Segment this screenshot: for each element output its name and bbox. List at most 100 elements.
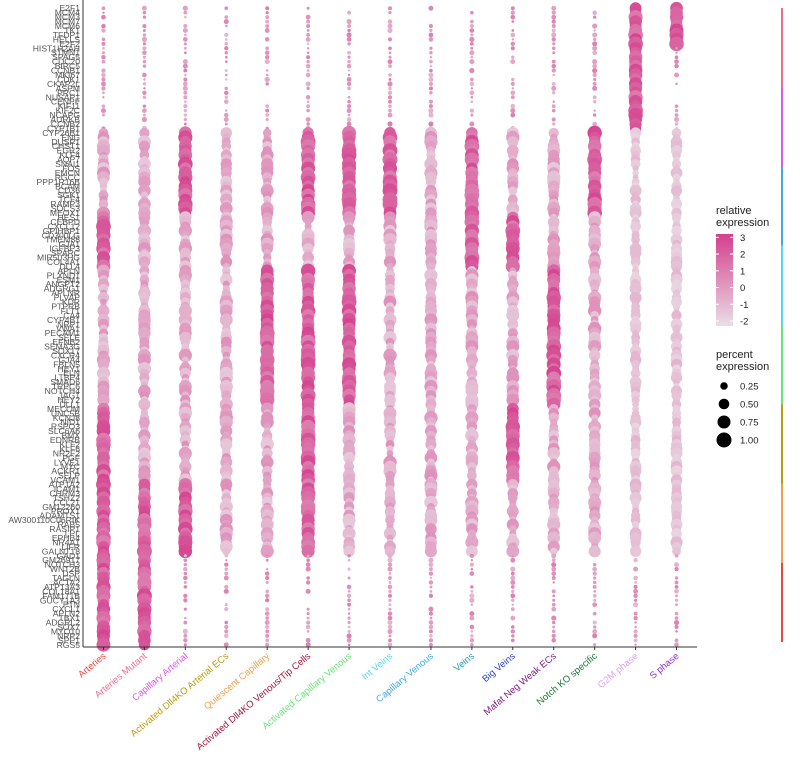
dot-HELLS-Activated Capillary Venous [346,37,352,42]
dot-CENPF-Int Veins [388,99,392,104]
dot-PTN-Int Veins [388,603,392,607]
dot-ASPM-Activated Dll4KO Venous/Tip Cells [306,86,310,91]
dot-TK1-Capillary Venous [429,28,433,33]
dot-DSP-Notch KO specific [592,571,597,576]
dot-E2F2-Activated Dll4KO Venous/Tip Cells [306,42,310,46]
dot-CCNB2-Veins [469,121,475,127]
gene-label: RASIP1 [49,524,80,534]
dot-MCM7-Int Veins [387,19,393,24]
dot-CENPF-Activated Capillary Venous [347,99,351,104]
gene-label: NUSAP1 [46,92,81,102]
gene-label: JAG1 [59,391,81,401]
cluster-label: G2M phase [596,651,641,691]
gene-label: ADGRL2 [46,618,81,628]
gene-label: SPP1 [58,635,80,645]
gene-label: SMAD6 [50,377,80,387]
dot-TBX1-Quiescent Capillary [265,616,270,620]
gene-label: HIST1H2AH [33,43,80,53]
size-legend-label: 0.25 [740,382,759,393]
dot-NRP2-Mafat Neg Weak ECs [551,633,556,638]
dot-ADGRL2-Quiescent Capillary [264,620,270,626]
dot-CDK1-Arteries [101,77,106,82]
dot-CKAP2L-Capillary Venous [428,81,434,86]
dot-MCM3-Mafat Neg Weak ECs [551,14,557,20]
dot-HELLS-Capillary Arterial [183,37,188,42]
dot-NOTCH3-Capillary Arterial [183,562,188,567]
dot-CKAP2L-Big Veins [510,81,515,86]
dot-FAM171B-S phase [675,594,678,598]
dot-TAGLN-Activated Dll4KO Venous/Tip Cells [306,576,310,580]
gene-label: WNT2B [50,564,80,574]
dot-PTN-Activated Dll4KO Arterial ECs [224,603,228,607]
dot-KIF11-Quiescent Capillary [265,104,270,108]
dot-MYO10-Int Veins [387,628,393,634]
dot-MYO10-Big Veins [510,629,515,634]
dot-SPAG5-Arteries Mutant [142,55,146,59]
dot-CKAP2L-Mafat Neg Weak ECs [551,81,556,86]
gene-label: VWA1 [56,324,80,334]
dot-MCM6-Activated Capillary Venous [347,24,351,28]
gene-label: NR4A1 [52,537,80,547]
dot-MYO10-Notch KO specific [592,629,598,634]
gene-label: SPARC [51,248,80,258]
dot-TBX1-Mafat Neg Weak ECs [551,615,557,621]
dot-CDC20-Activated Dll4KO Arterial ECs [224,60,228,63]
dot-CDK1-Big Veins [511,77,515,82]
dot-RGS5-Quiescent Capillary [265,642,270,647]
dot-STMN1-Veins [469,50,475,56]
gene-label: ADAMTS1 [39,511,80,521]
gene-label: SLC6A6 [48,426,80,436]
dot-COL18A1-Int Veins [388,589,392,594]
gene-label: CYP1B1 [47,123,80,133]
dot-E2F1-Activated Dll4KO Venous/Tip Cells [306,6,310,10]
gene-label: MECOM [47,404,80,414]
gene-label: SELE [58,333,80,343]
dot-CCNB2-Int Veins [387,121,393,127]
dot-TK1-Activated Dll4KO Venous/Tip Cells [306,29,310,32]
dot-CDC20-Arteries [101,59,106,64]
gene-label: CENPF [51,97,80,107]
gene-label: TFDP1 [53,30,80,40]
dot-RGS5-Veins [470,642,474,647]
dot-WNT2B-Mafat Neg Weak ECs [551,566,557,572]
dot-STMN1-Mafat Neg Weak ECs [552,51,556,55]
dot-SOX7-Notch KO specific [593,625,597,629]
dot-MKI67-Capillary Arterial [184,73,187,77]
cluster-label: Mafat Neg Weak ECs [482,651,559,718]
dot-NOTCH3-Activated Dll4KO Arterial ECs [224,562,229,567]
gene-label: KCNJ8 [53,413,80,423]
gene-label: CA4 [63,310,80,320]
dot-CKAP2L-Int Veins [387,81,393,87]
dot-BIRC5-S phase [674,63,679,69]
dot-BIRC5-Mafat Neg Weak ECs [551,63,556,69]
gene-label: MIR503HG [37,253,80,263]
dot-NOTCH3-Veins [469,562,474,567]
gene-label: TBX1 [59,613,81,623]
cluster-label: Big Veins [480,651,518,685]
dot-MCM4-Mafat Neg Weak ECs [551,10,556,15]
dot-DSP-Capillary Arterial [183,571,188,576]
dot-TAGLN-Capillary Arterial [183,575,188,581]
dot-AURKB-S phase [674,117,680,123]
gene-label: ENG [61,132,80,142]
gene-label: HELLS [53,34,80,44]
gene-label: CDK1 [57,74,80,84]
dot-HIST1H2AH-Activated Dll4KO Arterial ECs [224,46,229,51]
gene-label: IGFBP3 [49,244,80,254]
dot-SNAI1-G2M phase [630,159,641,169]
dot-MCM6-Veins [469,23,475,29]
dot-HIST1H2AH-Capillary Arterial [183,46,187,50]
dot-MKI67-Quiescent Capillary [265,73,269,77]
dot-CENPF-Notch KO specific [592,99,597,104]
dot-KIF2C-Big Veins [510,108,516,114]
dot-WNT2B-Activated Dll4KO Venous/Tip Cells [305,566,311,572]
dot-TAGLN-S phase [674,576,679,580]
dot-WNT2B-S phase [674,566,679,572]
dot-MCM3-Capillary Arterial [184,15,187,19]
size-legend-label: 1.00 [740,436,759,447]
dot-MYO10-Capillary Venous [428,629,433,634]
dot-NUSAP1-Notch KO specific [592,95,597,100]
gene-label: CD300LG [42,230,81,240]
dot-NCAPG-S phase [674,113,679,117]
dot-CKAP2L-Quiescent Capillary [265,82,269,86]
